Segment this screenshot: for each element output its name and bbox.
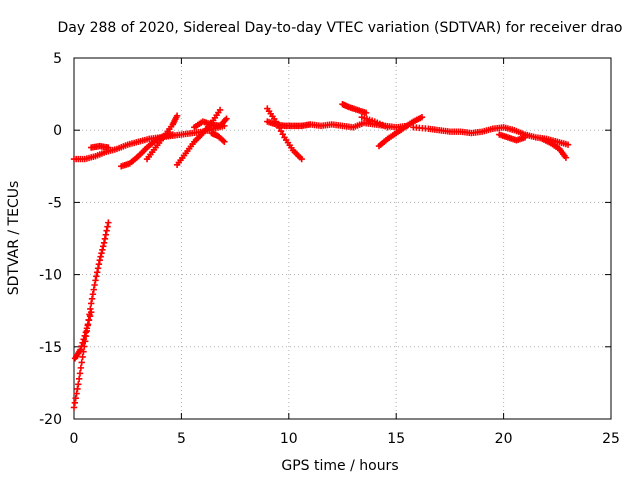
data-point [72,395,79,402]
data-point [98,250,105,257]
y-tick-label: 5 [53,51,62,67]
data-point [76,370,84,377]
data-point [91,281,98,289]
data-point [100,243,107,250]
data-point [74,385,81,393]
x-tick-label: 10 [280,431,298,447]
grid-lines [74,58,611,419]
data-point [216,106,224,114]
x-axis-label: GPS time / hours [281,458,398,474]
y-tick-label: -10 [39,268,62,284]
data-point [70,404,78,411]
data-point [84,321,92,328]
data-point [80,336,87,343]
data-point [87,300,95,307]
data-point [75,381,82,388]
data-point [81,332,88,340]
data-point [104,223,111,230]
data-point [83,325,91,332]
data-point [73,390,80,397]
data-point [94,265,102,272]
data-point [90,286,97,293]
plot-frame [73,57,612,420]
chart-title: Day 288 of 2020, Sidereal Day-to-day VTE… [57,20,622,36]
x-tick-label: 0 [70,431,79,447]
data-point [78,359,85,366]
x-tick-labels: 0 5 10 15 20 25 [70,431,620,447]
data-point [99,246,106,253]
axis-ticks [73,57,612,420]
data-point [79,353,86,361]
data-point [418,114,426,121]
data-point [71,399,79,407]
data-point [75,375,83,383]
data-point [562,154,570,161]
data-point [384,124,391,131]
data-point [564,141,572,148]
y-tick-labels: -20 -15 -10 -5 0 5 [39,51,62,428]
data-point [85,317,93,324]
data-point [88,295,96,303]
y-tick-label: -15 [39,340,62,356]
data-point [97,253,104,260]
data-point [92,277,99,284]
data-point [79,339,86,346]
data-point [77,346,84,353]
data-point [93,269,101,276]
data-point [101,235,109,242]
x-tick-label: 15 [387,431,405,447]
data-points [70,101,572,411]
data-point [173,112,181,119]
x-tick-label: 20 [495,431,513,447]
x-tick-label: 5 [177,431,186,447]
y-tick-label: 0 [53,123,62,139]
data-point [102,231,109,238]
data-point [87,308,95,316]
data-point [86,312,94,320]
y-tick-label: -20 [39,412,62,428]
x-tick-label: 25 [602,431,620,447]
y-tick-label: -5 [48,195,62,211]
data-point [93,273,100,280]
data-point [105,144,112,151]
data-point [77,364,85,372]
data-point [105,219,112,226]
data-point [95,261,103,268]
data-point [103,227,110,234]
data-point [89,291,97,298]
data-point [298,155,305,163]
data-point [221,138,228,145]
data-point [82,329,90,336]
data-point [219,137,227,144]
data-point [169,131,177,138]
data-point [223,115,230,122]
y-axis-label: SDTVAR / TECUs [6,181,22,296]
data-point [100,239,108,247]
data-point [362,109,370,117]
data-point [78,343,85,350]
data-point [87,305,94,313]
data-point [521,134,529,141]
data-point [96,256,103,264]
